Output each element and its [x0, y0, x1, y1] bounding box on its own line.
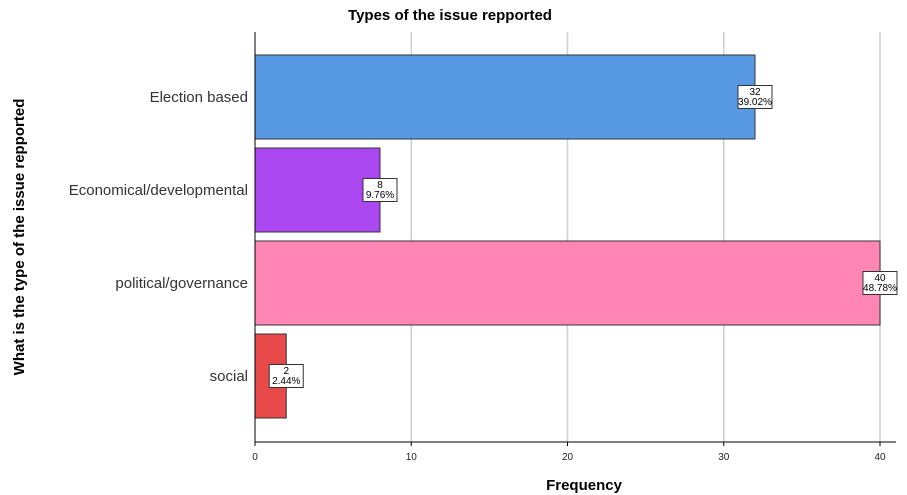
data-label-box: [862, 271, 898, 295]
x-tick-label: 30: [718, 452, 730, 463]
data-label: 89.76%: [362, 178, 398, 202]
data-label-percent: 39.02%: [738, 97, 772, 108]
category-labels: Election based Economical/developmental po…: [69, 89, 248, 385]
data-label-box: [362, 178, 398, 202]
bar: [254, 240, 881, 326]
x-tick-label: 40: [874, 452, 886, 463]
bar: [254, 54, 756, 140]
chart-title: Types of the issue repported: [348, 7, 552, 24]
data-label-count: 8: [377, 180, 383, 191]
data-label: 22.44%: [268, 364, 304, 388]
x-tick-label: 10: [406, 452, 418, 463]
category-label: Election based: [150, 89, 248, 106]
data-label-count: 2: [283, 366, 289, 377]
bar: [254, 147, 381, 233]
data-label-percent: 48.78%: [863, 283, 897, 294]
y-axis-title: What is the type of the issue repported: [11, 99, 28, 376]
category-label: Economical/developmental: [69, 182, 248, 199]
data-label-count: 32: [749, 87, 761, 98]
data-label-percent: 9.76%: [366, 190, 394, 201]
x-axis-title: Frequency: [546, 477, 623, 494]
x-tick-label: 0: [252, 452, 258, 463]
data-label-count: 40: [874, 273, 886, 284]
x-tick-label: 20: [562, 452, 574, 463]
data-label-box: [737, 85, 773, 109]
bars: [254, 54, 881, 419]
data-label-percent: 2.44%: [272, 376, 300, 387]
category-label: social: [210, 368, 248, 385]
category-label: political/governance: [115, 275, 248, 292]
x-tick-labels: 0 10 20 30 40: [252, 442, 886, 463]
data-label-box: [268, 364, 304, 388]
